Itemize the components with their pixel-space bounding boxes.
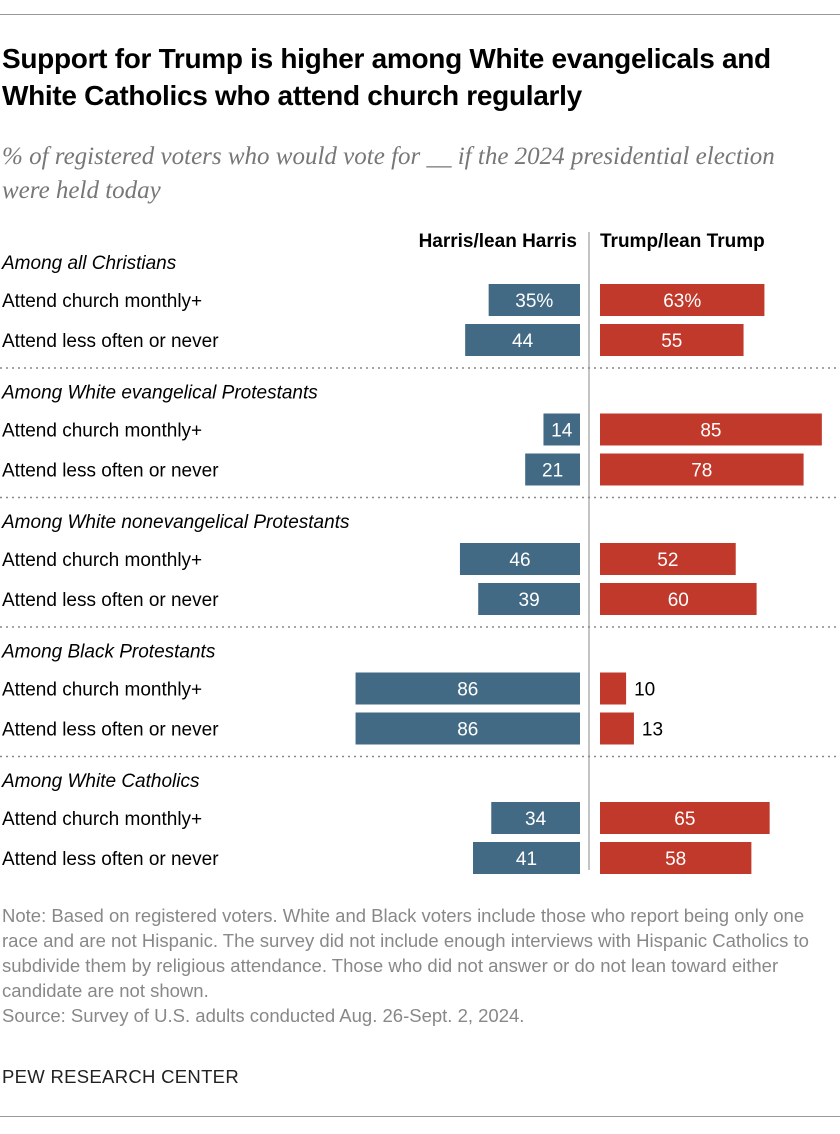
value-label-trump: 13 [642,720,663,741]
bar-trump [600,324,744,356]
value-label-harris: 14 [551,421,573,442]
value-label-harris: 21 [542,461,563,482]
bar-trump [600,413,822,446]
value-label-harris: 41 [516,849,537,870]
pew-logo-text: PEW RESEARCH CENTER [2,1066,239,1087]
value-label-trump: 85 [700,421,721,442]
bar-harris [478,583,580,615]
bar-harris [543,413,580,446]
bar-trump [600,453,804,486]
value-label-trump: 65 [674,809,695,830]
row-label: Attend less often or never [2,590,219,611]
value-label-trump: 55 [661,331,682,352]
chart-subtitle: % of registered voters who would vote fo… [2,143,775,204]
top-rule [0,14,840,15]
group-label: Among White evangelical Protestants [1,383,318,404]
group-label: Among all Christians [1,253,177,274]
bar-harris [525,453,580,486]
row-label: Attend less often or never [2,331,219,352]
bar-trump [600,712,634,745]
value-label-trump: 10 [634,680,655,701]
bar-harris [488,284,580,316]
group-label: Among Black Protestants [1,642,216,663]
bar-trump [600,672,627,705]
value-label-harris: 34 [525,809,547,830]
row-label: Attend less often or never [2,849,219,870]
row-label: Attend church monthly+ [2,421,202,442]
value-label-harris: 86 [457,720,478,741]
value-label-trump: 52 [657,550,678,571]
value-label-trump: 58 [665,849,686,870]
chart-title: Support for Trump is higher among White … [2,43,771,111]
bar-trump [600,284,765,316]
row-label: Attend church monthly+ [2,550,202,571]
bar-harris [355,672,580,705]
value-label-harris: 35% [515,291,553,312]
legend-harris: Harris/lean Harris [418,231,577,252]
value-label-harris: 44 [512,331,534,352]
value-label-trump: 63% [663,291,701,312]
value-label-harris: 39 [519,590,540,611]
bar-harris [465,324,580,356]
legend-trump: Trump/lean Trump [600,231,765,252]
group-label: Among White Catholics [1,771,200,792]
row-label: Attend less often or never [2,720,219,741]
bar-harris [459,543,580,575]
value-label-trump: 60 [668,590,689,611]
bar-trump [600,802,770,834]
bar-trump [600,583,757,615]
row-label: Attend church monthly+ [2,809,202,830]
row-label: Attend less often or never [2,461,219,482]
row-label: Attend church monthly+ [2,291,202,312]
bottom-rule [0,1116,840,1117]
row-label: Attend church monthly+ [2,680,202,701]
bar-trump [600,842,752,874]
bar-harris [355,712,580,745]
source-text: Source: Survey of U.S. adults conducted … [2,1005,525,1026]
bar-trump [600,543,736,575]
bar-harris [472,842,580,874]
value-label-trump: 78 [691,461,712,482]
bar-harris [491,802,580,834]
group-label: Among White nonevangelical Protestants [1,512,350,533]
value-label-harris: 86 [457,680,478,701]
value-label-harris: 46 [509,550,530,571]
note-text: Note: Based on registered voters. White … [2,905,809,1001]
notes: Note: Based on registered voters. White … [2,903,838,1028]
